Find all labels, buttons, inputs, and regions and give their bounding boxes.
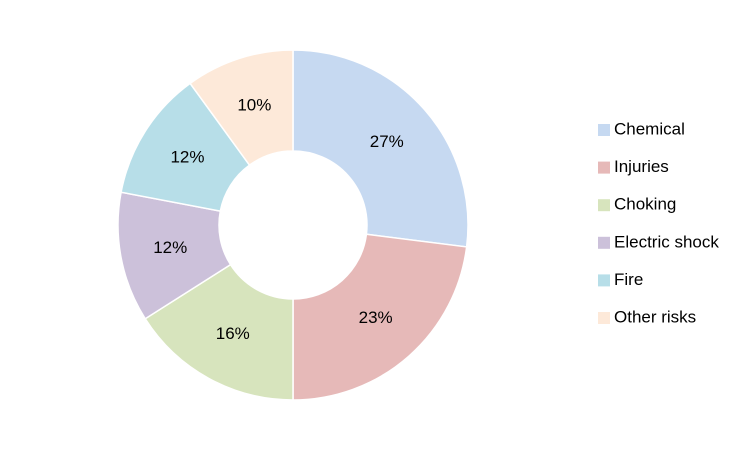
data-label: 12% bbox=[153, 238, 187, 257]
legend-swatch bbox=[598, 124, 610, 136]
data-label: 10% bbox=[237, 96, 271, 115]
donut-slice bbox=[292, 49, 469, 248]
donut-slice bbox=[144, 263, 294, 401]
legend-label: Electric shock bbox=[614, 232, 719, 251]
legend-label: Other risks bbox=[614, 307, 696, 326]
legend-label: Fire bbox=[614, 270, 643, 289]
donut-slice bbox=[189, 49, 294, 167]
data-label: 12% bbox=[170, 148, 204, 167]
data-label: 23% bbox=[359, 308, 393, 327]
legend-label: Injuries bbox=[614, 157, 669, 176]
legend-swatch bbox=[598, 312, 610, 324]
data-label: 27% bbox=[370, 132, 404, 151]
legend-swatch bbox=[598, 274, 610, 287]
legend-swatch bbox=[598, 236, 610, 249]
legend-swatch bbox=[598, 161, 610, 174]
legend-swatch bbox=[598, 199, 610, 212]
legend-label: Chemical bbox=[614, 119, 685, 138]
data-label: 16% bbox=[216, 324, 250, 343]
donut-slice bbox=[292, 233, 468, 401]
legend-label: Choking bbox=[614, 195, 676, 214]
